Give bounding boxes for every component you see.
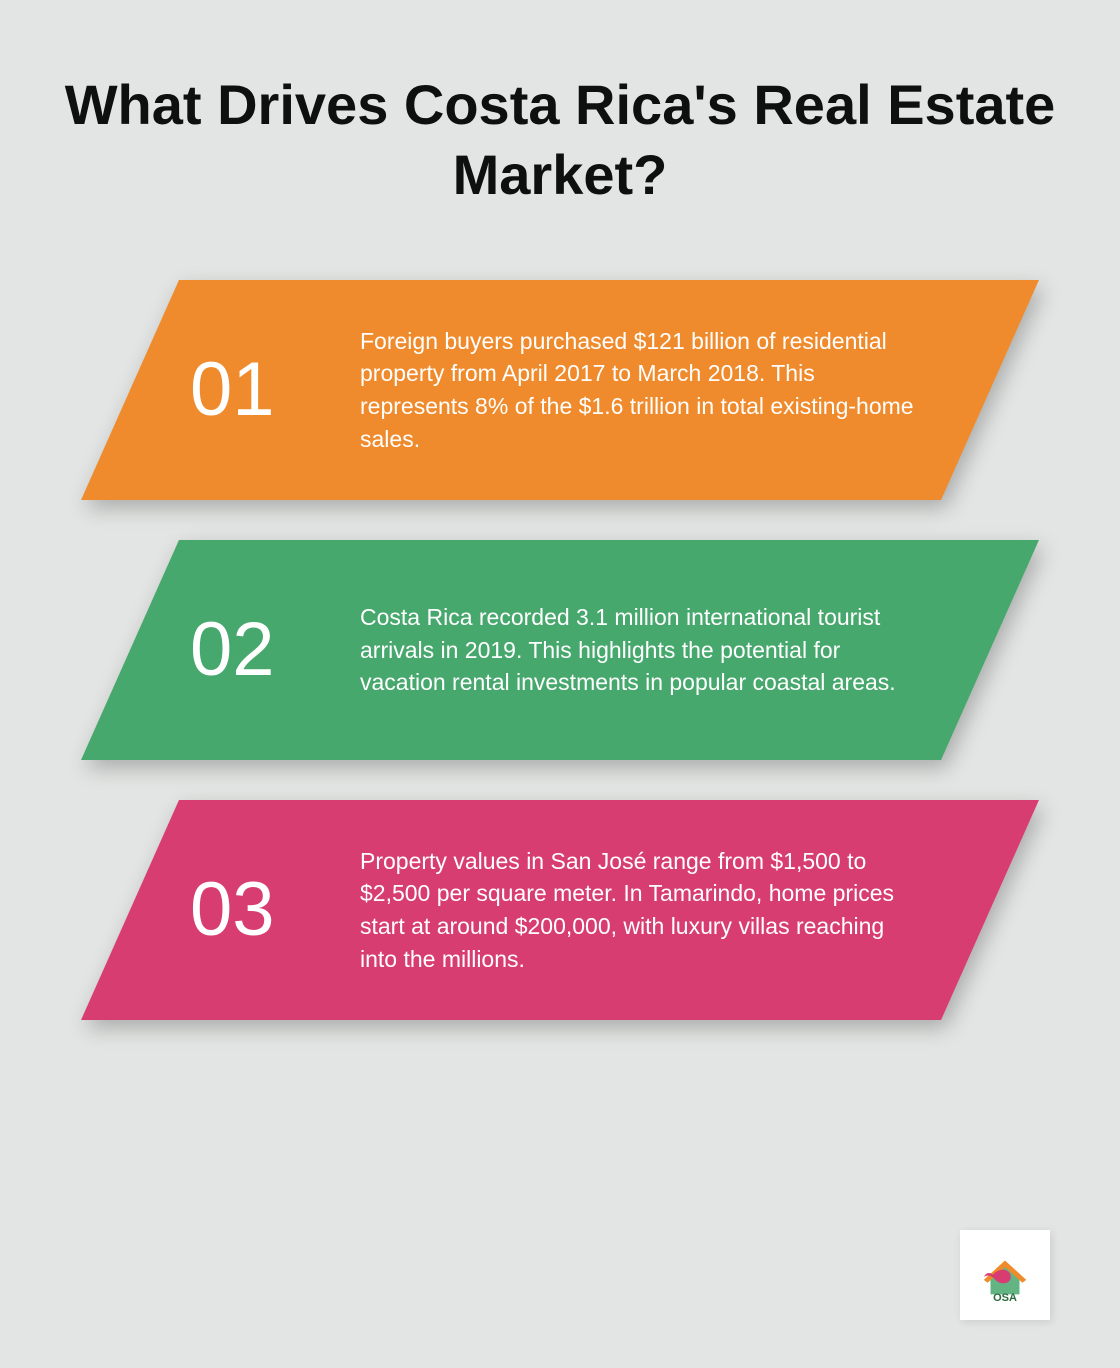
info-item-2: 02 Costa Rica recorded 3.1 million inter… (130, 540, 990, 760)
brand-logo: OSA (960, 1230, 1050, 1320)
item-content: 03 Property values in San José range fro… (130, 800, 990, 1020)
info-item-3: 03 Property values in San José range fro… (130, 800, 990, 1020)
item-content: 02 Costa Rica recorded 3.1 million inter… (130, 540, 990, 760)
logo-text: OSA (960, 1292, 1050, 1304)
item-number: 02 (190, 612, 360, 688)
item-number: 01 (190, 352, 360, 428)
items-list: 01 Foreign buyers purchased $121 billion… (0, 260, 1120, 1020)
item-text: Property values in San José range from $… (360, 845, 950, 976)
item-text: Costa Rica recorded 3.1 million internat… (360, 601, 950, 699)
item-content: 01 Foreign buyers purchased $121 billion… (130, 280, 990, 500)
item-text: Foreign buyers purchased $121 billion of… (360, 325, 950, 456)
page-title: What Drives Costa Rica's Real Estate Mar… (0, 0, 1120, 260)
item-number: 03 (190, 872, 360, 948)
info-item-1: 01 Foreign buyers purchased $121 billion… (130, 280, 990, 500)
